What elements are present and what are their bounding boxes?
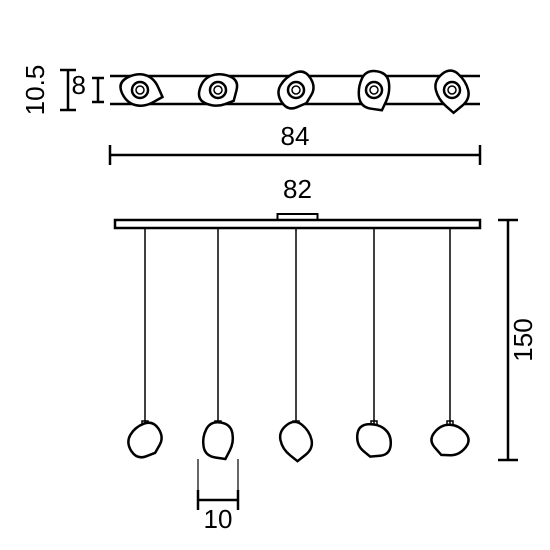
pendant-bulb [203,422,233,459]
svg-text:82: 82 [283,174,312,204]
top-knob [199,74,237,105]
svg-text:10: 10 [204,504,233,534]
svg-text:150: 150 [508,318,538,361]
mount-bar [115,220,480,228]
svg-text:8: 8 [72,70,86,100]
svg-text:84: 84 [281,121,310,151]
top-knob [120,74,162,105]
top-knob [359,71,389,110]
pendant-bulb [357,424,391,456]
svg-text:10.5: 10.5 [20,65,50,116]
pendant-bulb [431,425,468,455]
pendant-bulb [280,422,312,461]
pendant-bulb [128,423,161,458]
